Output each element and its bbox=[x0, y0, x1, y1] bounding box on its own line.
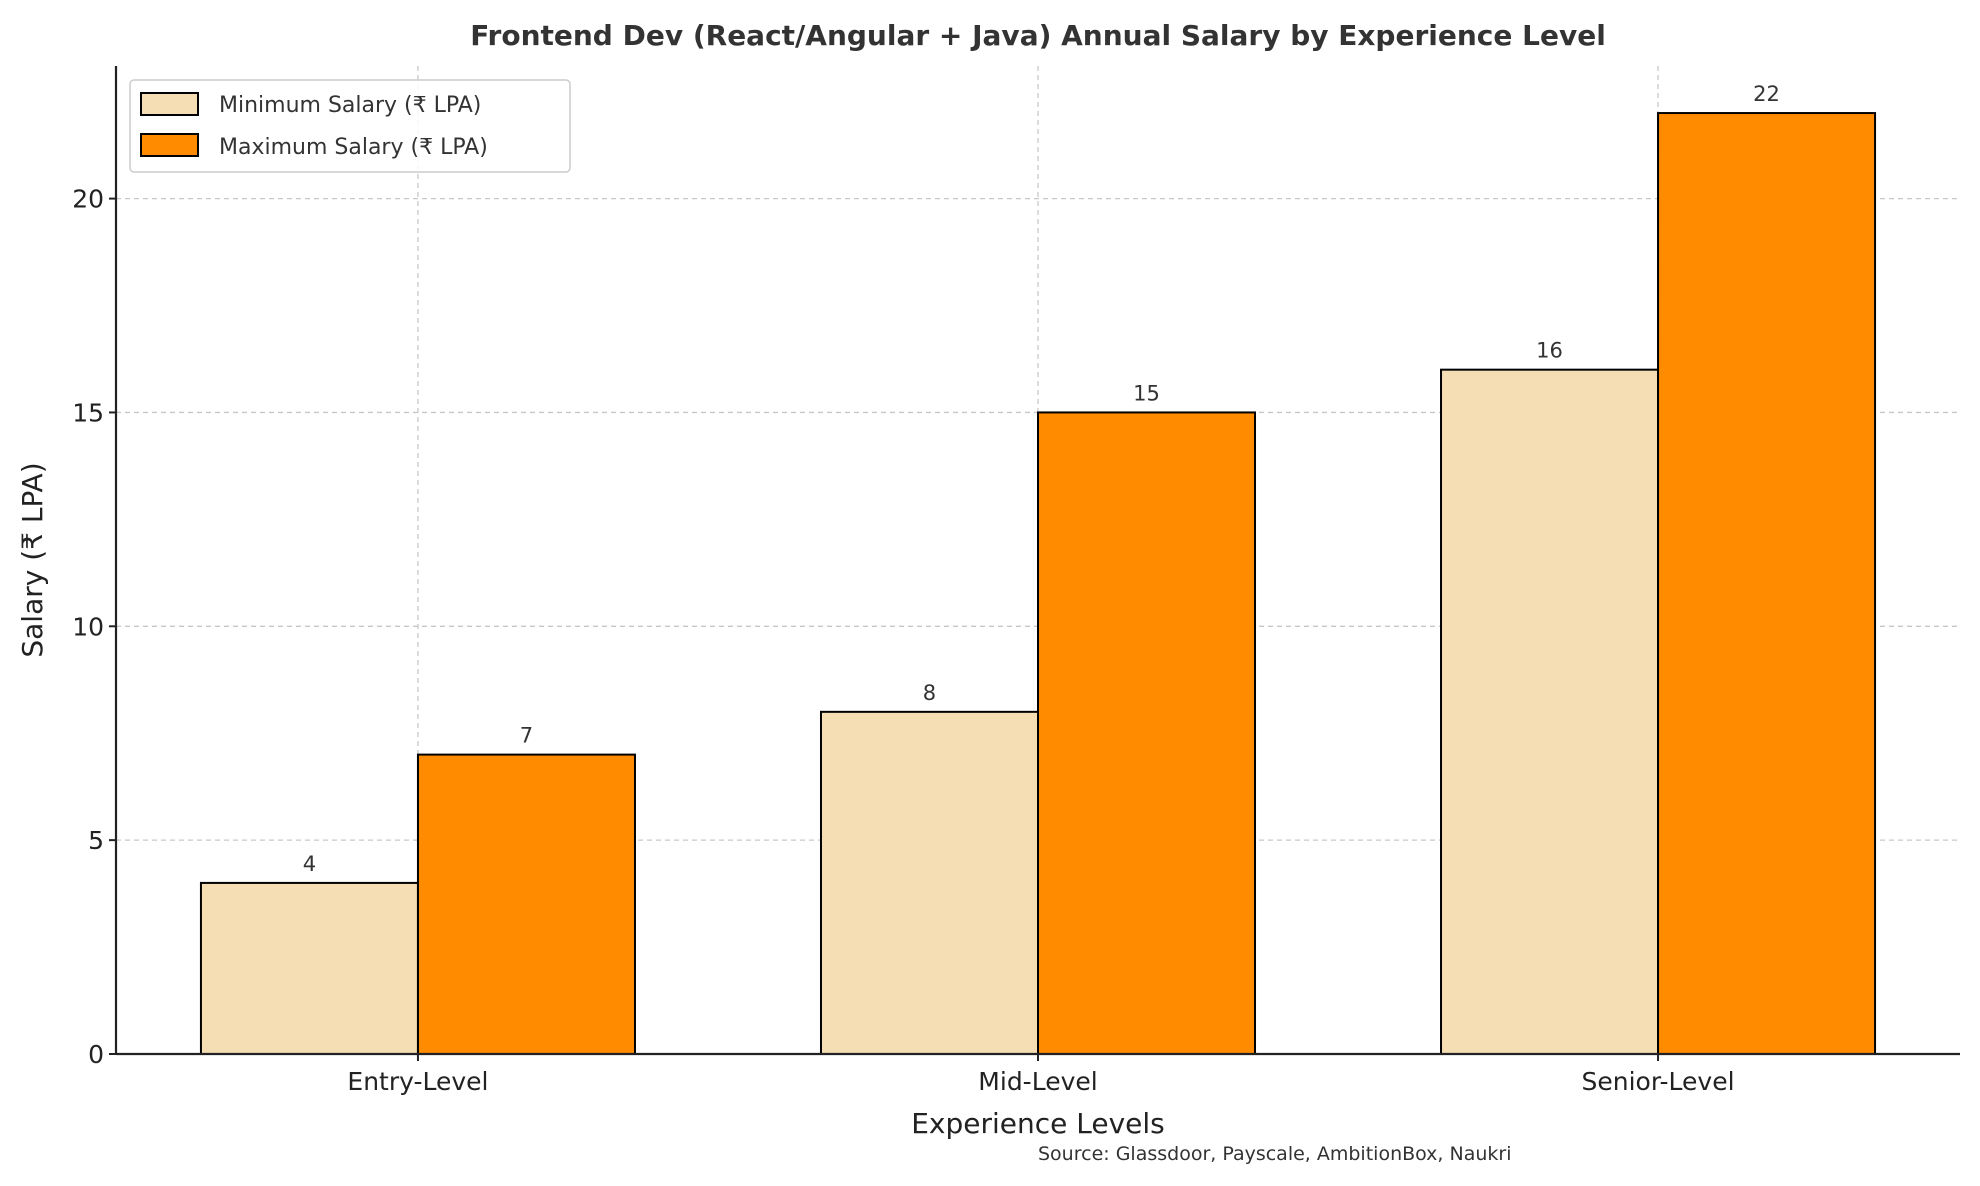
y-tick-label: 10 bbox=[72, 612, 104, 641]
legend: Minimum Salary (₹ LPA) Maximum Salary (₹… bbox=[129, 79, 571, 173]
y-tick-label: 5 bbox=[88, 826, 104, 855]
x-tick-label: Senior-Level bbox=[1582, 1067, 1735, 1096]
y-tick-label: 20 bbox=[72, 185, 104, 214]
data-label: 7 bbox=[520, 724, 533, 748]
legend-label-min: Minimum Salary (₹ LPA) bbox=[219, 93, 481, 118]
chart-title: Frontend Dev (React/Angular + Java) Annu… bbox=[470, 19, 1606, 52]
axes: 0 5 10 15 20 Entry-Level Mid-Level Senior-Level bbox=[72, 66, 1960, 1096]
x-tick-label: Mid-Level bbox=[978, 1067, 1097, 1096]
data-label: 4 bbox=[303, 852, 316, 876]
legend-swatch-max bbox=[140, 133, 199, 157]
y-tick-label: 15 bbox=[72, 398, 104, 427]
bar-max-mid-level bbox=[1037, 411, 1257, 1056]
data-label: 22 bbox=[1753, 82, 1780, 106]
data-label: 16 bbox=[1536, 339, 1563, 363]
y-axis-label: Salary (₹ LPA) bbox=[16, 462, 49, 657]
bar-min-entry-level bbox=[199, 881, 419, 1055]
data-label: 15 bbox=[1133, 381, 1160, 405]
legend-label-max: Maximum Salary (₹ LPA) bbox=[219, 135, 488, 160]
bar-max-senior-level bbox=[1657, 112, 1877, 1056]
bar-max-entry-level bbox=[416, 753, 636, 1056]
bar-min-senior-level bbox=[1440, 368, 1660, 1055]
source-annotation: Source: Glassdoor, Payscale, AmbitionBox… bbox=[1038, 1143, 1512, 1165]
legend-frame bbox=[129, 79, 571, 173]
x-axis-label: Experience Levels bbox=[911, 1107, 1165, 1140]
legend-swatch-min bbox=[140, 92, 199, 116]
y-tick-label: 0 bbox=[88, 1040, 104, 1069]
x-tick-label: Entry-Level bbox=[347, 1067, 488, 1096]
bar-min-mid-level bbox=[819, 710, 1040, 1055]
data-labels: 4 7 8 15 16 22 bbox=[303, 82, 1780, 876]
data-label: 8 bbox=[923, 681, 936, 705]
bars bbox=[199, 112, 1877, 1056]
